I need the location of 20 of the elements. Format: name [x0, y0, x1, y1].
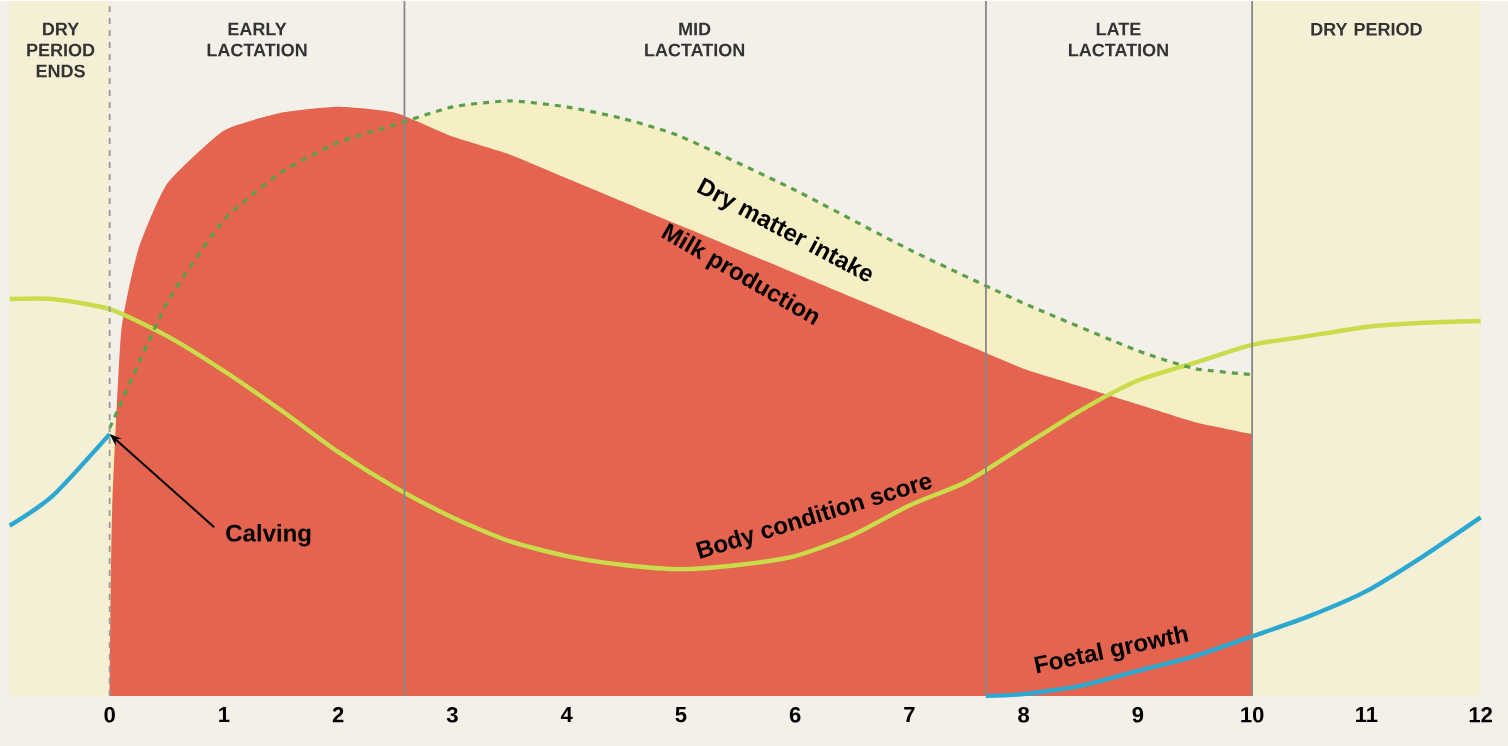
x-tick-label: 8 — [1018, 707, 1030, 723]
text: LATE LACTATION — [1068, 22, 1168, 57]
annotation: Calving — [226, 524, 311, 547]
text: Foetal growth — [1034, 626, 1189, 674]
x-tick-label: 6 — [789, 707, 801, 723]
x-tick-label: 11 — [1356, 707, 1378, 723]
text: DRY PERIOD ENDS — [27, 22, 95, 78]
x-tick-label: 12 — [1469, 707, 1492, 723]
text: DRY PERIOD — [1311, 22, 1422, 36]
x-tick-label: 3 — [446, 707, 458, 723]
x-tick-label: 0 — [104, 707, 115, 723]
x-tick-label: 4 — [560, 707, 573, 723]
x-tick-label: 7 — [904, 707, 915, 723]
x-tick-label: 5 — [675, 707, 687, 723]
text: MID LACTATION — [645, 22, 745, 57]
x-tick-label: 1 — [219, 707, 230, 723]
x-tick-label: 9 — [1132, 707, 1144, 723]
x-tick-label: 2 — [332, 707, 344, 723]
text: EARLY LACTATION — [207, 22, 307, 57]
x-tick-label: 10 — [1241, 707, 1264, 723]
